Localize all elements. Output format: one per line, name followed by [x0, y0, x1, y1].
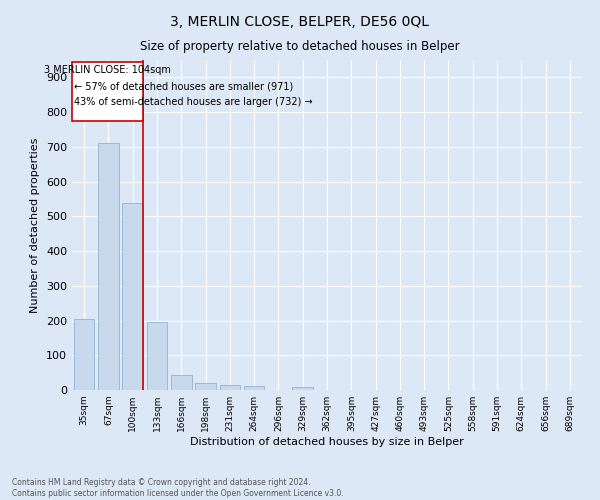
Bar — [292, 386, 313, 390]
Bar — [171, 375, 191, 390]
Bar — [244, 386, 265, 390]
X-axis label: Distribution of detached houses by size in Belper: Distribution of detached houses by size … — [190, 437, 464, 447]
Bar — [98, 142, 119, 390]
Bar — [220, 385, 240, 390]
Text: 3, MERLIN CLOSE, BELPER, DE56 0QL: 3, MERLIN CLOSE, BELPER, DE56 0QL — [170, 15, 430, 29]
Y-axis label: Number of detached properties: Number of detached properties — [31, 138, 40, 312]
Bar — [195, 383, 216, 390]
FancyBboxPatch shape — [72, 62, 143, 121]
Bar — [74, 320, 94, 390]
Bar — [146, 322, 167, 390]
Bar — [122, 204, 143, 390]
Text: Contains HM Land Registry data © Crown copyright and database right 2024.
Contai: Contains HM Land Registry data © Crown c… — [12, 478, 344, 498]
Text: 3 MERLIN CLOSE: 104sqm: 3 MERLIN CLOSE: 104sqm — [44, 66, 171, 76]
Text: Size of property relative to detached houses in Belper: Size of property relative to detached ho… — [140, 40, 460, 53]
Text: 43% of semi-detached houses are larger (732) →: 43% of semi-detached houses are larger (… — [74, 96, 313, 106]
Text: ← 57% of detached houses are smaller (971): ← 57% of detached houses are smaller (97… — [74, 81, 293, 91]
